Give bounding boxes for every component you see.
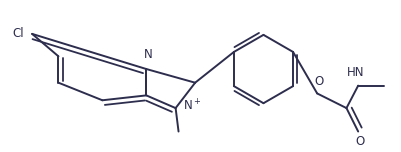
Text: Cl: Cl xyxy=(13,27,24,40)
Text: HN: HN xyxy=(346,66,363,79)
Text: O: O xyxy=(314,75,323,88)
Text: O: O xyxy=(354,135,364,148)
Text: N: N xyxy=(144,48,152,61)
Text: N$^+$: N$^+$ xyxy=(183,98,201,114)
